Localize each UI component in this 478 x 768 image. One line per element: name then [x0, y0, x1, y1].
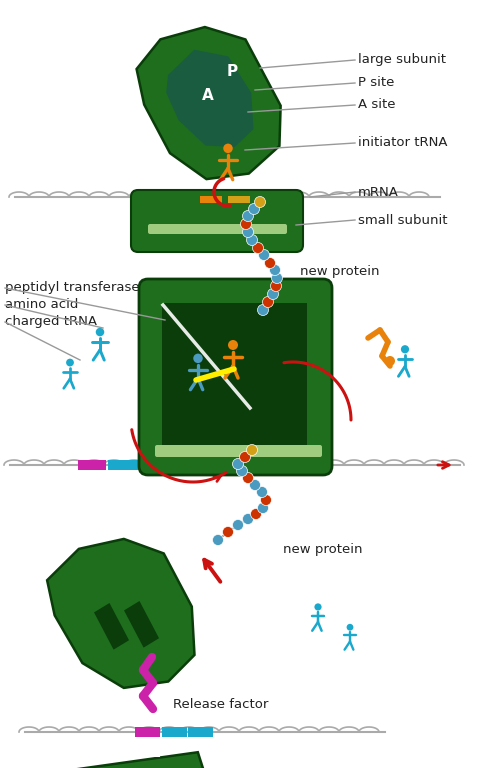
- Circle shape: [268, 289, 279, 300]
- Text: mRNA: mRNA: [358, 186, 399, 198]
- Circle shape: [270, 264, 281, 276]
- Circle shape: [213, 535, 224, 545]
- FancyBboxPatch shape: [139, 279, 332, 475]
- FancyBboxPatch shape: [234, 460, 262, 470]
- Circle shape: [222, 527, 233, 538]
- Text: A: A: [202, 88, 214, 102]
- Circle shape: [254, 197, 265, 207]
- Circle shape: [250, 508, 261, 519]
- Polygon shape: [54, 752, 208, 768]
- FancyBboxPatch shape: [162, 727, 187, 737]
- Circle shape: [247, 234, 258, 246]
- Circle shape: [239, 452, 250, 462]
- Circle shape: [262, 296, 273, 307]
- Text: initiator tRNA: initiator tRNA: [358, 137, 447, 150]
- Circle shape: [347, 624, 353, 631]
- FancyBboxPatch shape: [148, 224, 287, 234]
- Circle shape: [252, 243, 263, 253]
- Circle shape: [232, 519, 243, 531]
- Circle shape: [257, 486, 268, 498]
- Circle shape: [96, 328, 104, 336]
- FancyBboxPatch shape: [108, 460, 136, 470]
- Circle shape: [250, 479, 261, 491]
- FancyBboxPatch shape: [131, 190, 303, 252]
- Text: Release factor: Release factor: [173, 699, 268, 711]
- Circle shape: [259, 250, 270, 260]
- Text: charged tRNA: charged tRNA: [5, 316, 97, 329]
- Text: new protein: new protein: [300, 266, 380, 279]
- Text: peptidyl transferase: peptidyl transferase: [5, 282, 140, 294]
- Circle shape: [242, 514, 253, 525]
- FancyBboxPatch shape: [188, 727, 213, 737]
- Circle shape: [258, 304, 269, 316]
- FancyBboxPatch shape: [155, 445, 322, 457]
- Circle shape: [242, 472, 253, 484]
- Text: amino acid: amino acid: [5, 299, 78, 312]
- Polygon shape: [47, 539, 195, 688]
- Circle shape: [237, 465, 248, 476]
- Circle shape: [240, 219, 251, 230]
- Polygon shape: [124, 601, 159, 647]
- Text: A site: A site: [358, 98, 395, 111]
- Circle shape: [223, 144, 233, 153]
- FancyBboxPatch shape: [228, 196, 250, 203]
- FancyBboxPatch shape: [200, 196, 222, 203]
- FancyBboxPatch shape: [178, 460, 206, 470]
- Polygon shape: [94, 603, 129, 650]
- Polygon shape: [166, 50, 253, 147]
- Circle shape: [249, 204, 260, 214]
- Circle shape: [242, 227, 253, 237]
- Text: small subunit: small subunit: [358, 214, 447, 227]
- Circle shape: [66, 359, 74, 366]
- FancyBboxPatch shape: [136, 460, 164, 470]
- FancyBboxPatch shape: [102, 739, 160, 757]
- Circle shape: [272, 273, 282, 283]
- FancyBboxPatch shape: [206, 460, 234, 470]
- Circle shape: [401, 345, 409, 353]
- Text: P: P: [227, 65, 238, 80]
- Circle shape: [258, 502, 269, 514]
- Circle shape: [385, 356, 395, 366]
- Text: new protein: new protein: [283, 544, 362, 557]
- FancyBboxPatch shape: [78, 460, 106, 470]
- Circle shape: [264, 257, 275, 269]
- Circle shape: [247, 445, 258, 455]
- FancyBboxPatch shape: [135, 727, 160, 737]
- Circle shape: [315, 604, 322, 611]
- Text: P site: P site: [358, 77, 394, 90]
- Polygon shape: [137, 27, 281, 179]
- Circle shape: [232, 458, 243, 469]
- Circle shape: [228, 340, 238, 350]
- Circle shape: [271, 280, 282, 292]
- Circle shape: [193, 353, 203, 363]
- Text: large subunit: large subunit: [358, 54, 446, 67]
- FancyBboxPatch shape: [162, 303, 307, 456]
- Circle shape: [261, 495, 272, 505]
- Circle shape: [242, 210, 253, 221]
